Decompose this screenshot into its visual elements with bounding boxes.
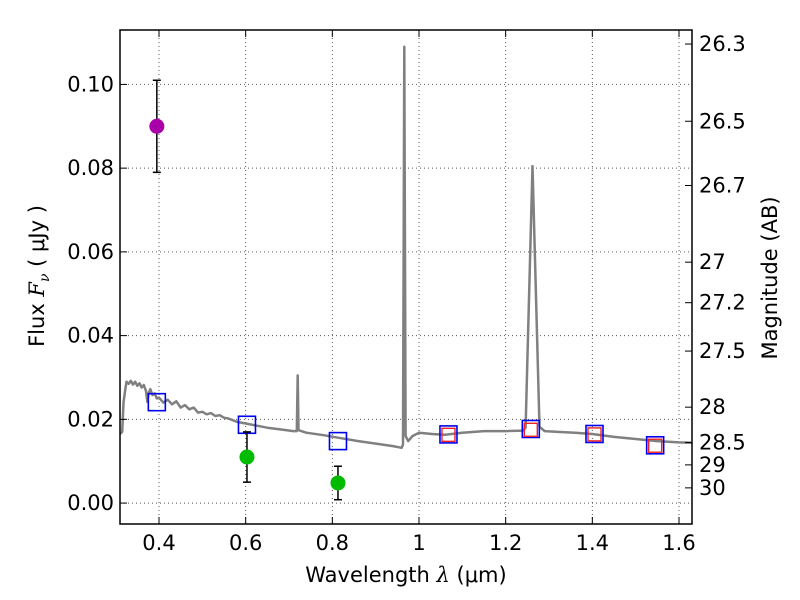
y2-tick-label: 28.5 (699, 431, 746, 455)
y2-tick-label: 30 (699, 476, 726, 500)
y2-tick-label: 29 (699, 453, 726, 477)
model-blue-square (521, 419, 541, 439)
y-tick-label: 0.00 (67, 491, 114, 515)
sed-curve-layer (119, 45, 693, 450)
ticks-layer: 0.4 0.6 0.8 1 1.2 1.4 1.6 0.00 0.02 0.04 0.06 0.08 0… (67, 30, 746, 555)
y2-tick-label: 27.2 (699, 291, 746, 315)
green-point-2 (330, 465, 346, 501)
model-red-square (523, 422, 538, 438)
model-red-square (441, 427, 456, 443)
y-axis-label: Flux Fν ( μJy ) (25, 205, 53, 347)
y2-tick-label: 26.5 (699, 109, 746, 133)
x-tick-label: 1.6 (662, 531, 695, 555)
x-tick-label: 0.8 (316, 531, 349, 555)
x-tick-label: 0.4 (142, 531, 175, 555)
model-blue-square (645, 435, 665, 455)
sed-curve-line (119, 45, 693, 450)
y-tick-label: 0.02 (67, 407, 114, 431)
model-blue-square (328, 431, 348, 451)
y2-tick-label: 27.5 (699, 339, 746, 363)
model-red-square (587, 427, 602, 442)
points-layer (147, 79, 665, 501)
y2-axis-label: Magnitude (AB) (758, 196, 782, 359)
model-blue-square (147, 392, 167, 412)
model-red-square (647, 438, 663, 453)
data-point (330, 475, 346, 491)
y2-tick-label: 26.7 (699, 173, 746, 197)
x-tick-label: 1 (412, 531, 425, 555)
x-tick-label: 1.2 (489, 531, 522, 555)
y-tick-label: 0.06 (67, 240, 114, 264)
plot-frame (119, 29, 693, 525)
model-blue-square (585, 424, 604, 444)
y-tick-label: 0.08 (67, 156, 114, 180)
data-point (149, 118, 165, 134)
green-point-1 (239, 431, 255, 483)
grid-layer (120, 30, 692, 524)
magenta-point (149, 79, 165, 174)
y2-tick-label: 28 (699, 395, 726, 419)
y-tick-label: 0.10 (67, 72, 114, 96)
x-tick-label: 1.4 (576, 531, 609, 555)
x-tick-label: 0.6 (229, 531, 262, 555)
x-axis-label: Wavelength λ (μm) (305, 563, 506, 587)
data-point (239, 449, 255, 465)
y-tick-label: 0.04 (67, 324, 114, 348)
model-blue-square (439, 425, 458, 444)
y2-tick-label: 26.3 (699, 32, 746, 56)
y2-tick-label: 27 (699, 250, 726, 274)
